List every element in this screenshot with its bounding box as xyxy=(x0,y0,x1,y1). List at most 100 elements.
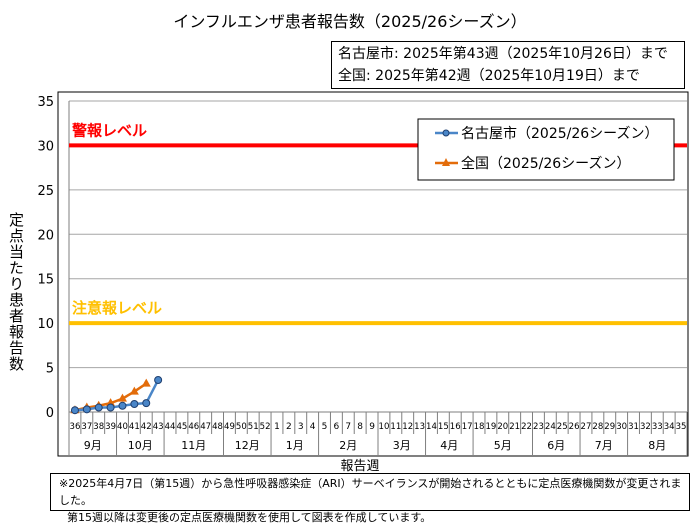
x-tick-label: 36 xyxy=(70,422,81,432)
x-tick-label: 3 xyxy=(298,422,304,432)
x-tick-label: 7 xyxy=(345,422,351,432)
x-tick-label: 21 xyxy=(509,422,520,432)
x-tick-label: 52 xyxy=(260,422,271,432)
footnote: ※2025年4月7日（第15週）から急性呼吸器感染症（ARI）サーベイランスが開… xyxy=(50,473,690,524)
chart-frame xyxy=(57,91,689,457)
reference-line-label: 警報レベル xyxy=(71,121,147,139)
reference-line-label: 注意報レベル xyxy=(72,299,162,317)
legend-marker xyxy=(442,158,450,166)
x-tick-label: 37 xyxy=(81,422,92,432)
legend xyxy=(417,118,675,181)
data-point xyxy=(141,378,151,387)
y-tick-label: 15 xyxy=(37,273,54,288)
data-point xyxy=(117,393,127,402)
y-tick-label: 20 xyxy=(37,228,54,243)
x-tick-label: 43 xyxy=(153,422,164,432)
y-tick-label: 5 xyxy=(46,362,54,377)
month-label: 3月 xyxy=(393,439,411,452)
x-tick-label: 8 xyxy=(357,422,363,432)
legend-label: 名古屋市（2025/26シーズン） xyxy=(461,125,658,142)
data-point xyxy=(142,399,151,408)
x-tick-label: 20 xyxy=(497,422,508,432)
x-tick-label: 44 xyxy=(165,422,176,432)
y-tick-label: 35 xyxy=(37,95,54,110)
x-tick-label: 41 xyxy=(129,422,140,432)
x-tick-label: 18 xyxy=(474,422,485,432)
x-tick-label: 17 xyxy=(462,422,473,432)
x-tick-label: 11 xyxy=(390,422,401,432)
x-axis-title: 報告週 xyxy=(340,459,379,474)
y-tick-label: 0 xyxy=(46,406,54,421)
x-tick-label: 45 xyxy=(176,422,187,432)
x-tick-label: 34 xyxy=(664,422,675,432)
x-tick-label: 48 xyxy=(212,422,223,432)
x-tick-label: 1 xyxy=(274,422,280,432)
chart-title: インフルエンザ患者報告数（2025/26シーズン） xyxy=(173,12,527,31)
x-tick-label: 4 xyxy=(310,422,316,432)
data-point xyxy=(129,386,139,395)
data-point xyxy=(106,398,116,407)
x-tick-label: 38 xyxy=(93,422,104,432)
x-tick-label: 40 xyxy=(117,422,128,432)
x-tick-label: 39 xyxy=(105,422,116,432)
x-tick-label: 28 xyxy=(592,422,603,432)
x-tick-label: 32 xyxy=(640,422,651,432)
month-label: 5月 xyxy=(494,439,512,452)
x-tick-label: 24 xyxy=(545,422,556,432)
month-label: 8月 xyxy=(648,439,666,452)
y-axis-title: 定点当たり患者報告数 xyxy=(7,212,25,372)
legend-label: 全国（2025/26シーズン） xyxy=(461,155,630,172)
x-tick-label: 14 xyxy=(426,422,437,432)
data-point xyxy=(106,403,115,412)
x-tick-label: 33 xyxy=(652,422,663,432)
nagoya-period: 名古屋市: 2025年第43週（2025年10月26日）まで xyxy=(338,46,668,62)
month-label: 2月 xyxy=(339,439,357,452)
data-point xyxy=(118,401,127,410)
x-tick-label: 46 xyxy=(188,422,199,432)
x-tick-label: 23 xyxy=(533,422,544,432)
x-tick-label: 50 xyxy=(236,422,247,432)
x-tick-label: 10 xyxy=(379,422,390,432)
month-label: 11月 xyxy=(181,439,206,452)
x-tick-label: 5 xyxy=(322,422,328,432)
x-tick-label: 6 xyxy=(334,422,340,432)
x-tick-label: 27 xyxy=(581,422,592,432)
x-tick-label: 26 xyxy=(569,422,580,432)
x-tick-label: 12 xyxy=(402,422,413,432)
footnote-line-2: 第15週以降は変更後の定点医療機関数を使用して図表を作成しています。 xyxy=(67,511,432,524)
x-tick-label: 13 xyxy=(414,422,425,432)
x-tick-label: 25 xyxy=(557,422,568,432)
x-tick-label: 49 xyxy=(224,422,235,432)
legend-marker xyxy=(442,129,450,137)
month-label: 10月 xyxy=(128,439,153,452)
y-tick-label: 25 xyxy=(37,184,54,199)
x-tick-label: 15 xyxy=(438,422,449,432)
data-period-box: 名古屋市: 2025年第43週（2025年10月26日）まで 全国: 2025年… xyxy=(331,41,685,89)
y-tick-label: 30 xyxy=(37,139,54,154)
data-point xyxy=(154,376,163,385)
y-tick-label: 10 xyxy=(37,317,54,332)
x-tick-label: 42 xyxy=(141,422,152,432)
x-tick-label: 29 xyxy=(604,422,615,432)
month-label: 1月 xyxy=(286,439,304,452)
month-label: 9月 xyxy=(84,439,102,452)
data-point xyxy=(130,400,139,409)
month-label: 7月 xyxy=(595,439,613,452)
data-point xyxy=(70,406,79,415)
data-point xyxy=(82,405,91,414)
x-tick-label: 9 xyxy=(369,422,375,432)
footnote-line-1: ※2025年4月7日（第15週）から急性呼吸器感染症（ARI）サーベイランスが開… xyxy=(59,477,682,507)
month-label: 12月 xyxy=(235,439,260,452)
x-tick-label: 22 xyxy=(521,422,532,432)
month-label: 6月 xyxy=(547,439,565,452)
x-tick-label: 16 xyxy=(450,422,461,432)
x-tick-label: 19 xyxy=(485,422,496,432)
data-point xyxy=(94,403,103,412)
x-tick-label: 2 xyxy=(286,422,292,432)
x-tick-label: 35 xyxy=(676,422,687,432)
month-label: 4月 xyxy=(440,439,458,452)
x-tick-label: 47 xyxy=(200,422,211,432)
national-period: 全国: 2025年第42週（2025年10月19日）まで xyxy=(338,68,640,84)
x-tick-label: 30 xyxy=(616,422,627,432)
